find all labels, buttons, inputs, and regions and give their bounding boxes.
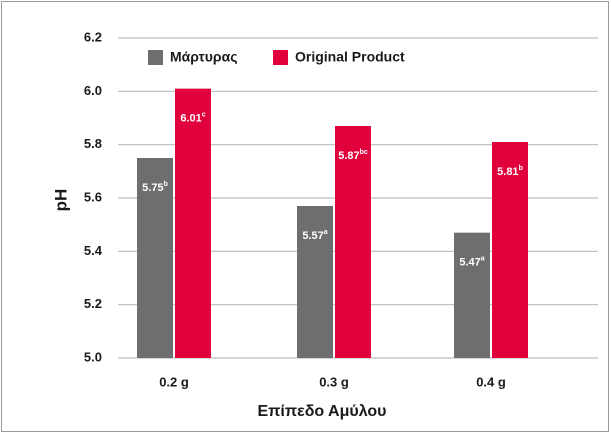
value-label-number: 5.87 [338, 150, 359, 162]
value-label-letter: b [164, 181, 168, 188]
value-label: 5.47a [459, 256, 484, 269]
bar [492, 142, 528, 358]
value-label-number: 5.57 [302, 230, 323, 242]
y-tick-label: 5.0 [84, 349, 102, 364]
y-tick-label: 5.2 [84, 296, 102, 311]
legend-label: Μάρτυρας [170, 49, 237, 65]
value-label: 5.87bc [338, 149, 368, 162]
value-label-number: 5.81 [497, 166, 518, 178]
bar [175, 88, 211, 359]
legend-swatch [273, 50, 288, 65]
y-tick-label: 6.2 [84, 29, 102, 44]
y-tick-label: 6.0 [84, 83, 102, 98]
legend-label: Original Product [295, 49, 405, 65]
value-label: 5.57a [302, 229, 327, 242]
x-tick-label: 0.3 g [319, 374, 349, 389]
value-label-letter: a [481, 256, 485, 263]
value-label: 5.81b [497, 165, 523, 178]
value-label-letter: b [519, 165, 523, 172]
value-label-letter: a [324, 229, 328, 236]
y-tick-label: 5.6 [84, 189, 102, 204]
value-label-letter: bc [360, 149, 368, 156]
value-label-number: 5.47 [459, 257, 480, 269]
y-axis-title: pH [51, 189, 70, 212]
bar [137, 158, 173, 358]
x-tick-label: 0.2 g [159, 374, 189, 389]
value-label: 6.01c [180, 112, 205, 125]
value-label-number: 5.75 [142, 182, 163, 194]
bar [454, 232, 490, 358]
value-label-number: 6.01 [180, 113, 201, 125]
x-tick-label: 0.4 g [476, 374, 506, 389]
value-label: 5.75b [142, 181, 168, 194]
bar [335, 126, 371, 358]
bar [297, 206, 333, 358]
legend-swatch [148, 50, 163, 65]
value-label-letter: c [202, 112, 206, 119]
x-axis-title: Επίπεδο Αμύλου [258, 403, 387, 420]
y-tick-label: 5.4 [84, 243, 103, 258]
y-tick-label: 5.8 [84, 136, 102, 151]
